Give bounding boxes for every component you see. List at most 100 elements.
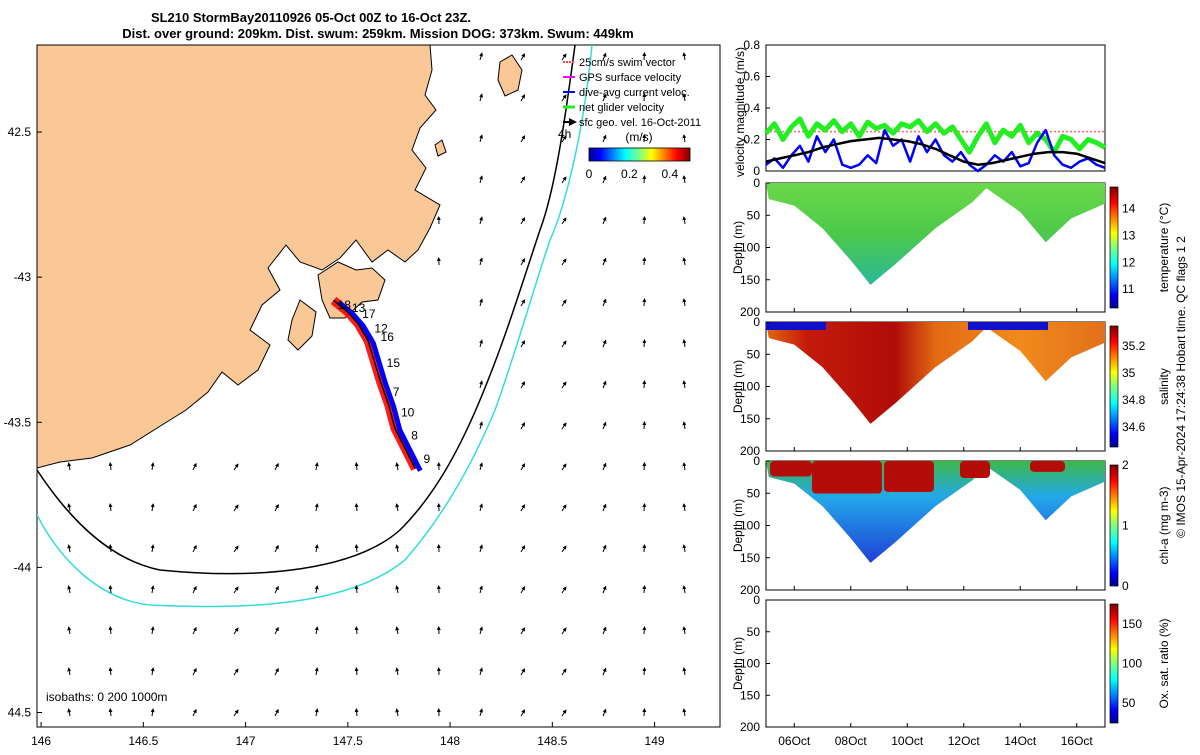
credit-text: © IMOS 15-Apr-2024 17:24:38 Hobart time.… [1174, 236, 1188, 538]
section-x-tick-label: 16Oct [1061, 734, 1094, 748]
velocity-arrow [644, 586, 645, 593]
section-colorbar-tick-label: 2 [1122, 458, 1129, 472]
velocity-ylabel: velocity magnitude (m/s) [733, 47, 747, 177]
velocity-arrow [356, 627, 357, 634]
velocity-arrow [356, 709, 357, 716]
high-chl-patch [812, 461, 882, 494]
section-colorbar-tick-label: 150 [1122, 617, 1142, 631]
section-colorbar [1110, 604, 1118, 723]
velocity-arrow [644, 340, 645, 347]
map-colorbar-label: (m/s) [625, 130, 652, 144]
section-y-tick-label: 0 [753, 315, 760, 329]
section-colorbar [1110, 326, 1118, 447]
velocity-arrow [356, 463, 357, 470]
section-colorbar-tick-label: 0 [1122, 579, 1129, 593]
map-y-tick-label: 42.5 [8, 125, 32, 139]
map-colorbar-tick-label: 0.4 [661, 167, 678, 181]
legend-swim: 25cm/s swim vector [579, 57, 676, 69]
velocity-arrow [644, 545, 645, 552]
legend-net: net glider velocity [579, 102, 664, 114]
velocity-arrow [644, 176, 645, 183]
map-y-tick-label: -44 [14, 560, 32, 574]
section-colorbar-label: temperature (°C) [1157, 203, 1171, 293]
velocity-arrow [356, 504, 357, 511]
fresh-surface-layer [766, 322, 826, 330]
section-colorbar-tick-label: 12 [1122, 255, 1136, 269]
velocity-arrow [644, 504, 645, 511]
track-day-label: 16 [381, 330, 395, 344]
section-colorbar-label: Ox. sat. ratio (%) [1157, 618, 1171, 708]
legend-dive: dive-avg current veloc. [579, 87, 690, 99]
map-x-tick-label: 147 [236, 734, 256, 748]
map-y-tick-label: -43 [14, 270, 32, 284]
map-x-tick-label: 148.5 [537, 734, 567, 748]
velocity-arrow [644, 709, 645, 716]
legend-sfc: sfc geo. vel. 16-Oct-2011 [579, 117, 701, 129]
map-y-ticks: 42.5 -43 -43.5 -44 44.5 [4, 125, 42, 719]
map-colorbar-tick-label: 0.2 [621, 167, 638, 181]
high-chl-patch [1030, 461, 1065, 472]
section-frame [766, 600, 1105, 727]
section-ylabel: Depth (m) [731, 360, 745, 413]
section-y-tick-label: 50 [747, 625, 761, 639]
velocity-arrow [644, 299, 645, 306]
map-y-tick-label: -43.5 [4, 415, 32, 429]
section-y-tick-label: 0 [753, 176, 760, 190]
section-y-tick-label: 50 [747, 208, 761, 222]
velocity-arrow [644, 627, 645, 634]
section-x-tick-label: 06Oct [778, 734, 811, 748]
map-y-tick-label: 44.5 [8, 705, 32, 719]
velocity-arrow [644, 422, 645, 429]
velocity-arrow [356, 586, 357, 593]
section-ylabel: Depth (m) [731, 221, 745, 274]
section-x-tick-label: 12Oct [948, 734, 981, 748]
section-colorbar-tick-label: 13 [1122, 228, 1136, 242]
track-day-label: 8 [411, 429, 418, 443]
section-x-tick-label: 10Oct [891, 734, 924, 748]
section-x-tick-label: 08Oct [835, 734, 868, 748]
section-colorbar-tick-label: 34.8 [1122, 393, 1146, 407]
section-colorbar-tick-label: 100 [1122, 657, 1142, 671]
section-ylabel: Depth (m) [731, 499, 745, 552]
section-colorbar-tick-label: 35.2 [1122, 339, 1146, 353]
track-day-label: 9 [423, 452, 430, 466]
velocity-arrow [644, 217, 645, 224]
section-y-tick-label: 50 [747, 486, 761, 500]
map-colorbar-bar [589, 148, 690, 161]
velocity-arrow [644, 668, 645, 675]
map-x-tick-label: 147.5 [333, 734, 363, 748]
velocity-arrow [644, 381, 645, 388]
track-day-label: 17 [362, 307, 376, 321]
section-y-tick-label: 0 [753, 593, 760, 607]
high-chl-patch [770, 461, 812, 476]
section-ylabel: Depth (m) [731, 637, 745, 690]
isobath-label: isobaths: 0 200 1000m [46, 690, 167, 704]
section-colorbar-label: chl-a (mg m-3) [1157, 486, 1171, 564]
section-colorbar-tick-label: 14 [1122, 202, 1136, 216]
section-colorbar-tick-label: 35 [1122, 366, 1136, 380]
section-colorbar-label: salinity [1157, 368, 1171, 405]
velocity-arrow [644, 258, 645, 265]
track-day-label: 7 [393, 385, 400, 399]
map-x-tick-label: 148 [440, 734, 460, 748]
map-x-tick-label: 146.5 [128, 734, 158, 748]
velocity-arrow [356, 668, 357, 675]
track-day-label: 10 [401, 405, 415, 419]
section-colorbar-tick-label: 50 [1122, 696, 1136, 710]
velocity-arrow [356, 545, 357, 552]
map-x-tick-label: 146 [31, 734, 51, 748]
section-y-tick-label: 50 [747, 347, 761, 361]
time-marker: 4h [558, 127, 571, 141]
title-line-2: Dist. over ground: 209km. Dist. swum: 25… [122, 26, 634, 41]
track-day-label: 15 [387, 356, 401, 370]
section-colorbar [1110, 187, 1118, 308]
fresh-surface-layer [968, 322, 1048, 330]
track-day-label: 18 [338, 298, 352, 312]
